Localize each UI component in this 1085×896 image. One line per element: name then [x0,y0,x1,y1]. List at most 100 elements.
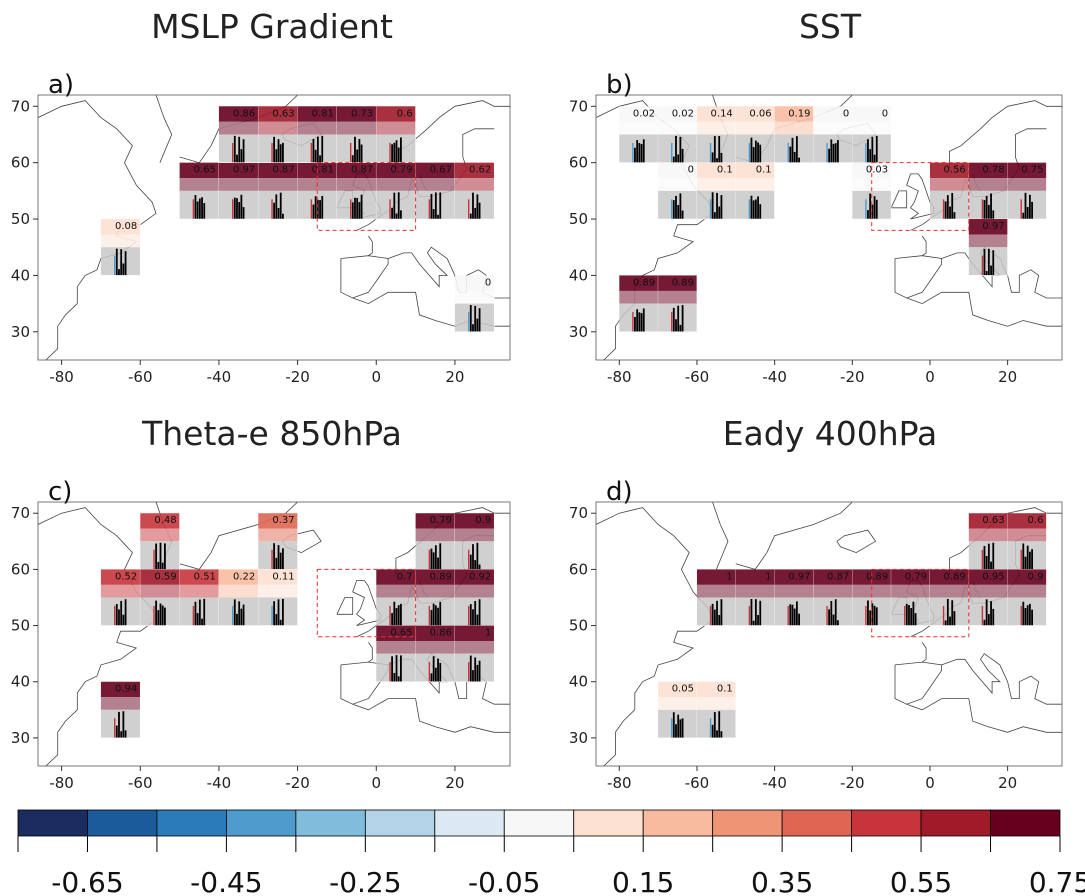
histogram-bar [240,608,243,626]
coastline [894,661,942,705]
y-tick-label: 50 [569,210,588,228]
correlation-band-lower [336,121,377,135]
histogram-bar [791,604,794,626]
cell-value-label: 0.9 [1028,571,1044,582]
histogram-bar [196,201,199,220]
histogram-bar [391,207,394,220]
histogram-bar [754,199,757,220]
histogram-bar [122,263,125,276]
histogram-bar [832,143,835,163]
histogram-bar [672,307,675,332]
cell-value-label: 0.63 [272,108,294,119]
histogram-bar [987,204,990,220]
histogram-bar [1026,207,1029,220]
histogram-bar [793,608,796,626]
histogram-bar [161,562,164,570]
histogram-bar [873,154,876,163]
grid-cell: 0.67 [415,162,456,220]
cell-value-label: 0.6 [397,108,413,119]
correlation-band-lower [852,584,892,598]
grid-cell: 0.86 [415,625,456,683]
grid-cell: 0.79 [415,513,456,570]
histogram-bar [393,192,396,220]
cell-value-label: 0.06 [749,108,771,119]
histogram-bar [319,200,321,220]
histogram-bar [472,544,474,570]
histogram-bar [1026,605,1029,626]
histogram-bar [987,614,990,626]
histogram-bar [985,599,988,626]
histogram-bar [277,207,280,220]
histogram-bar [830,139,833,163]
histogram-bar [1026,545,1029,570]
correlation-band [968,513,1008,529]
cell-value-label: 0.03 [866,165,888,176]
correlation-band-lower [454,178,495,191]
coastline [894,255,942,299]
cell-value-label: 0.89 [672,277,694,288]
y-tick-label: 50 [11,210,30,228]
histogram-bar [675,724,677,738]
histogram-bar [992,608,995,626]
correlation-band [774,106,814,122]
y-tick-label: 70 [11,97,30,115]
grid-cell: 1 [454,625,495,683]
y-tick-label: 50 [11,617,30,635]
correlation-band [179,162,219,179]
grid-cell: 0.22 [218,569,259,626]
cell-value-label: 0.65 [194,165,216,176]
histogram-bar [161,605,164,626]
histogram-bar [832,614,835,626]
y-tick-label: 40 [11,266,30,284]
coastline [949,100,1062,169]
correlation-band-lower [929,178,969,191]
y-tick-label: 30 [569,323,588,341]
histogram-bar [750,137,753,163]
correlation-band [852,162,892,179]
grid-cell: 0.87 [258,162,298,220]
histogram-bar [474,560,477,570]
histogram-bar [194,601,197,626]
histogram-bar [115,248,118,276]
histogram-bar [432,656,435,682]
histogram-bar [391,613,394,626]
histogram-bar [636,140,639,163]
correlation-band [774,569,814,585]
histogram-bar [1031,549,1033,570]
histogram-bar [437,557,439,570]
histogram-bar [395,140,398,163]
correlation-band-lower [1007,528,1047,542]
grid-cell: 0 [454,275,495,333]
panel-letter: a) [48,70,74,100]
grid-cell: 0.02 [658,106,698,163]
histogram-bar [356,197,359,220]
histogram-bar [711,603,714,626]
histogram-bar [1024,556,1027,570]
correlation-band-lower [415,528,455,542]
histogram-bar [675,135,677,163]
histogram-bar [679,719,682,738]
histogram-bar [679,324,682,332]
colorbar-swatch [225,809,297,837]
correlation-band-lower [258,584,298,598]
correlation-band [415,569,455,585]
histogram-bar [159,603,162,626]
histogram-bar [159,542,162,570]
coastline [336,597,354,615]
correlation-band [218,162,259,179]
histogram-bar [312,204,315,220]
x-tick-label: 0 [371,368,381,386]
grid-cell: 0.65 [179,162,220,220]
coastline [921,235,927,257]
histogram-bar [830,601,833,626]
histogram-bar [198,599,201,626]
correlation-band-lower [735,121,775,135]
histogram-bar [634,316,636,332]
correlation-band-lower [929,584,969,598]
histogram-bar [472,609,474,626]
correlation-band [454,625,495,642]
coastline [890,190,908,209]
histogram-bar [430,673,433,682]
histogram-bar [472,192,474,220]
cell-value-label: 0.73 [351,108,373,119]
